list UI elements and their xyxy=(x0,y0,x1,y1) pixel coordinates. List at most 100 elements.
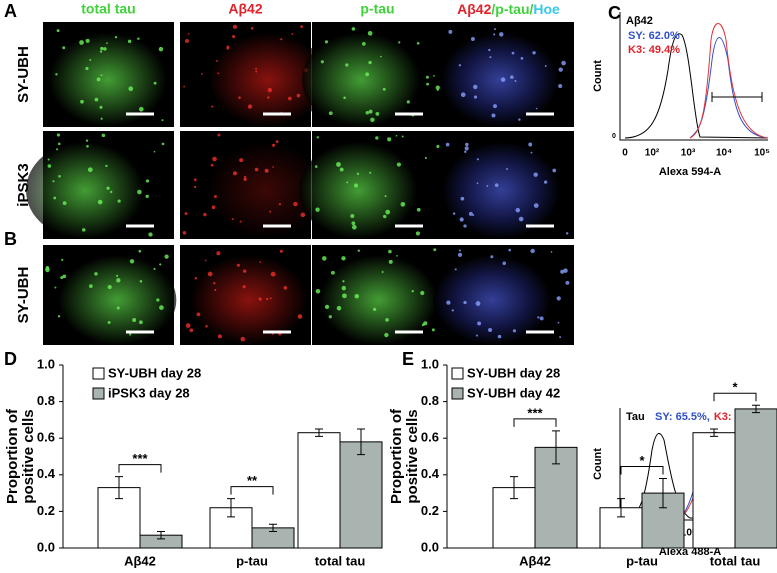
stain-dot xyxy=(45,267,50,273)
stain-dot xyxy=(269,297,272,300)
y-tick-label: 0.2 xyxy=(37,503,55,518)
stain-dot xyxy=(558,84,563,89)
stain-dot xyxy=(385,209,391,215)
stain-dot xyxy=(255,67,257,70)
stain-dot xyxy=(278,203,282,206)
stain-dot xyxy=(515,207,521,213)
row-label: iPSK3 xyxy=(15,163,32,206)
stain-dot xyxy=(196,312,201,317)
stain-dot xyxy=(436,144,440,149)
stain-glow xyxy=(58,255,177,345)
stain-glow xyxy=(208,32,327,127)
stain-dot xyxy=(117,199,121,203)
flow-marker: Aβ42 xyxy=(626,15,653,27)
stain-dot xyxy=(56,148,59,151)
stain-dot xyxy=(491,113,496,118)
stain-dot xyxy=(127,39,132,44)
stain-dot xyxy=(331,270,335,275)
stain-glow xyxy=(26,141,144,239)
stain-dot xyxy=(161,142,165,146)
stain-dot xyxy=(552,168,557,173)
stain-dot xyxy=(85,66,89,71)
y-tick-label: 0.2 xyxy=(421,503,439,518)
stain-dot xyxy=(454,268,457,271)
stain-dot xyxy=(425,75,429,79)
bar xyxy=(692,432,736,549)
stain-dot xyxy=(236,263,240,267)
stain-dot xyxy=(110,190,113,194)
flow-marker: Tau xyxy=(626,411,645,423)
stain-dot xyxy=(275,140,279,144)
stain-dot xyxy=(101,133,106,138)
stain-dot xyxy=(153,267,156,270)
stain-dot xyxy=(561,60,566,66)
stain-dot xyxy=(385,318,389,322)
stain-dot xyxy=(365,111,370,115)
stain-dot xyxy=(368,109,373,114)
stain-dot xyxy=(341,285,347,291)
stain-dot xyxy=(499,32,504,37)
flow-ymin: 0 xyxy=(612,133,616,140)
stain-dot xyxy=(342,293,347,299)
stain-dot xyxy=(459,217,464,222)
stain-dot xyxy=(468,211,473,216)
gate xyxy=(711,92,763,102)
stain-dot xyxy=(382,87,386,91)
error-bar xyxy=(269,523,277,533)
stain-dot xyxy=(518,216,524,222)
stain-dot xyxy=(518,118,521,121)
stain-dot xyxy=(473,84,478,90)
stain-dot xyxy=(53,196,57,200)
stain-dot xyxy=(314,165,318,168)
merge-label-part: /p-tau/ xyxy=(491,1,533,17)
stain-dot xyxy=(424,156,427,159)
stain-dot xyxy=(343,96,346,100)
stain-dot xyxy=(89,284,93,288)
error-bar xyxy=(617,498,625,518)
row-label: SY-UBH xyxy=(15,267,32,324)
x-tick-label: Aβ42 xyxy=(519,553,551,568)
stain-dot xyxy=(94,272,98,276)
stain-dot xyxy=(416,207,421,212)
stain-dot xyxy=(464,146,469,151)
significance-bracket xyxy=(513,418,557,427)
stain-dot xyxy=(57,315,61,318)
stain-dot xyxy=(502,261,507,266)
legend-swatch xyxy=(451,387,464,400)
error-bar xyxy=(315,428,323,437)
stain-dot xyxy=(500,77,506,82)
stain-dot xyxy=(184,212,188,216)
stain-dot xyxy=(357,249,361,252)
stain-dot xyxy=(159,305,164,310)
stain-dot xyxy=(560,269,565,274)
stain-dot xyxy=(381,270,384,274)
stain-dot xyxy=(52,180,55,183)
stain-dot xyxy=(520,57,524,60)
stain-dot xyxy=(185,39,189,43)
stain-dot xyxy=(203,212,207,217)
panel-label: A xyxy=(4,1,17,21)
stain-dot xyxy=(272,166,275,168)
legend-swatch xyxy=(92,387,105,400)
stain-dot xyxy=(57,142,61,146)
stain-dot xyxy=(293,201,298,207)
stain-dot xyxy=(217,133,221,137)
stain-dot xyxy=(563,268,568,273)
stain-dot xyxy=(346,181,349,184)
stain-dot xyxy=(243,177,247,181)
legend-swatch xyxy=(92,367,105,380)
stain-dot xyxy=(368,60,372,65)
stain-dot xyxy=(54,286,57,289)
bar xyxy=(339,441,383,549)
stain-dot xyxy=(161,119,164,122)
stain-dot xyxy=(463,300,467,305)
stain-dot xyxy=(388,249,392,254)
stain-dot xyxy=(226,47,230,50)
legend-label: SY-UBH day 28 xyxy=(108,365,201,380)
stain-dot xyxy=(488,327,493,332)
stain-dot xyxy=(433,248,437,252)
stain-dot xyxy=(239,220,242,223)
stain-dot xyxy=(266,297,269,301)
stain-dot xyxy=(544,65,547,67)
stain-dot xyxy=(107,284,112,290)
